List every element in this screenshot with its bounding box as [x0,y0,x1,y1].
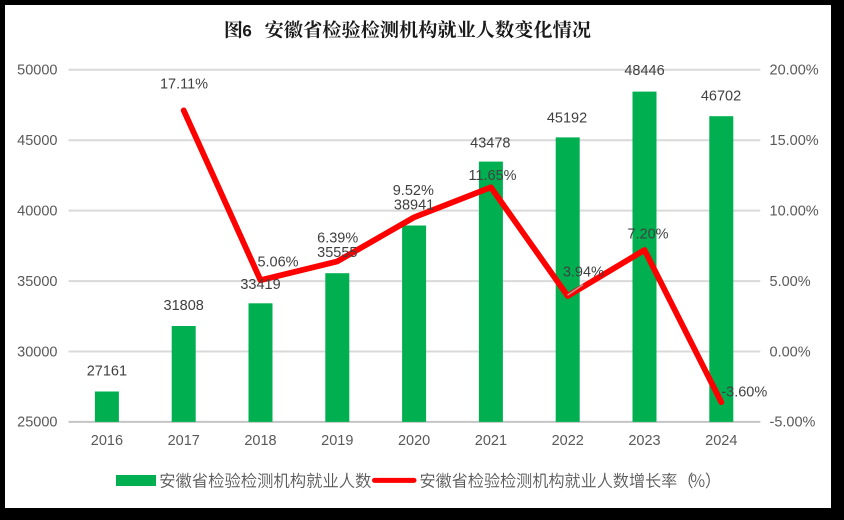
svg-text:7.20%: 7.20% [627,227,668,243]
svg-text:2023: 2023 [628,433,660,449]
svg-text:40000: 40000 [17,204,57,220]
svg-text:46702: 46702 [701,89,741,105]
svg-text:45000: 45000 [17,133,57,149]
svg-text:48446: 48446 [624,63,664,79]
svg-text:2021: 2021 [475,433,507,449]
svg-text:10.00%: 10.00% [770,204,819,220]
svg-text:-5.00%: -5.00% [770,415,816,431]
svg-text:2020: 2020 [398,433,430,449]
svg-text:27161: 27161 [87,363,127,379]
svg-text:45192: 45192 [547,110,587,126]
svg-text:43478: 43478 [470,135,510,151]
svg-text:30000: 30000 [17,344,57,360]
svg-text:20.00%: 20.00% [770,63,819,79]
svg-text:35000: 35000 [17,274,57,290]
svg-text:2017: 2017 [168,433,200,449]
svg-text:0.00%: 0.00% [770,344,811,360]
svg-text:5.06%: 5.06% [257,255,298,271]
svg-text:2022: 2022 [552,433,584,449]
svg-text:2024: 2024 [705,433,737,449]
svg-text:25000: 25000 [17,415,57,431]
svg-text:11.65%: 11.65% [468,168,516,184]
svg-text:6.39%: 6.39% [317,231,358,247]
svg-text:9.52%: 9.52% [393,183,434,199]
svg-text:50000: 50000 [17,63,57,79]
svg-text:2019: 2019 [321,433,353,449]
svg-text:15.00%: 15.00% [770,133,819,149]
svg-text:-3.60%: -3.60% [721,385,767,401]
svg-text:2016: 2016 [91,433,123,449]
svg-text:31808: 31808 [164,298,204,314]
svg-text:5.00%: 5.00% [770,274,811,290]
svg-text:2018: 2018 [244,433,276,449]
svg-text:6: 6 [242,22,251,41]
svg-text:38941: 38941 [394,198,434,214]
svg-text:35555: 35555 [317,245,357,261]
svg-text:33419: 33419 [240,277,280,293]
svg-text:3.94%: 3.94% [563,265,604,281]
svg-text:17.11%: 17.11% [160,77,208,93]
